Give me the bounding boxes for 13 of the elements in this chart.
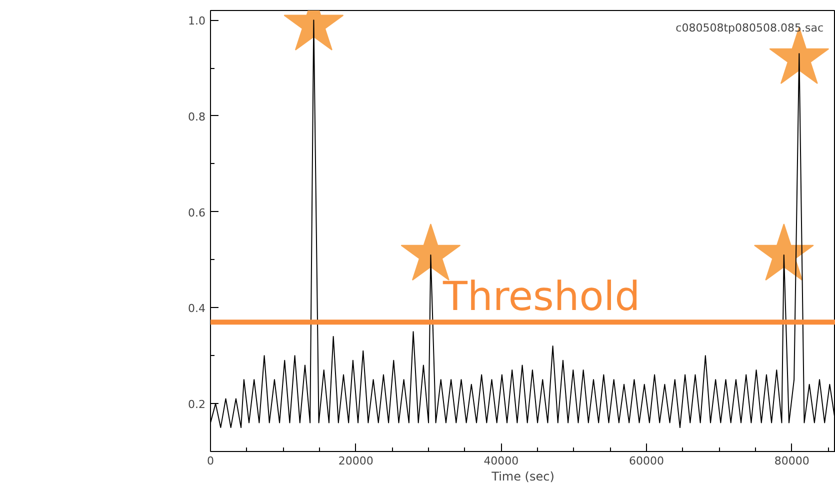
y-tick-label: 0.2 [188,398,206,412]
y-tick-label: 0.4 [188,302,206,316]
y-tick-label: 0.6 [188,206,206,220]
x-tick-label: 80000 [774,454,810,468]
x-tick-label: 20000 [338,454,374,468]
y-tick-label: 1.0 [188,14,206,28]
y-tick-label: 0.8 [188,110,206,124]
x-tick-label: 40000 [484,454,519,468]
ref-line-label: Threshold [442,274,640,320]
x-tick-label: 0 [207,454,214,468]
x-axis-title: Time (sec) [490,470,554,484]
x-tick-label: 60000 [629,454,664,468]
annotation: c080508tp080508.085.sac [676,22,824,34]
